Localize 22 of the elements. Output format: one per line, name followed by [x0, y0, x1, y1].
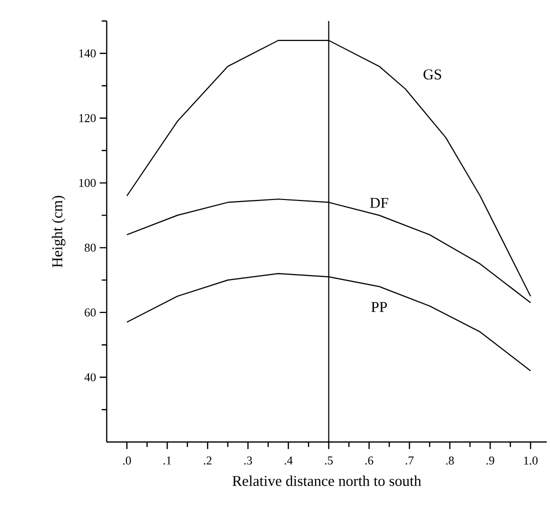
x-axis-title: Relative distance north to south	[232, 475, 422, 486]
x-tick-label: .4	[284, 456, 293, 465]
x-tick-label: .3	[244, 456, 252, 465]
x-tick-label: .8	[446, 456, 454, 465]
y-axis-title: Height (cm)	[52, 196, 66, 268]
x-tick-label: .2	[204, 456, 212, 465]
x-tick-label: 1.0	[524, 456, 538, 465]
x-tick-label: .9	[486, 456, 494, 465]
x-tick-label: .7	[406, 456, 414, 465]
y-tick-label: 140	[79, 49, 96, 58]
y-tick-label: 100	[79, 178, 96, 187]
y-tick-label: 60	[84, 308, 96, 316]
x-tick-label: .5	[325, 456, 333, 465]
series-label: DF	[370, 198, 388, 208]
y-tick-label: 40	[84, 373, 96, 382]
series-label: GS	[424, 69, 442, 80]
y-tick-label: 120	[79, 114, 96, 122]
series-label: PP	[371, 302, 387, 312]
x-tick-label: .6	[365, 456, 374, 465]
x-tick-label: .1	[164, 456, 172, 465]
y-tick-label: 80	[84, 244, 96, 252]
x-tick-label: .0	[123, 456, 131, 465]
